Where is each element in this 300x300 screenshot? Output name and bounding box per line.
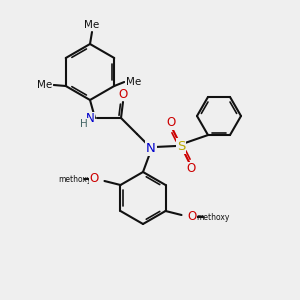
Text: O: O	[187, 211, 196, 224]
Text: Me: Me	[37, 80, 52, 90]
Text: Me: Me	[126, 77, 141, 87]
Text: H: H	[80, 119, 88, 129]
Text: O: O	[90, 172, 99, 185]
Text: O: O	[186, 163, 196, 176]
Text: N: N	[85, 112, 94, 125]
Text: methoxy: methoxy	[58, 175, 91, 184]
Text: methoxy: methoxy	[196, 212, 229, 221]
Text: O: O	[118, 88, 127, 100]
Text: N: N	[146, 142, 156, 154]
Text: S: S	[177, 140, 185, 152]
Text: Me: Me	[84, 20, 100, 30]
Text: O: O	[167, 116, 176, 130]
